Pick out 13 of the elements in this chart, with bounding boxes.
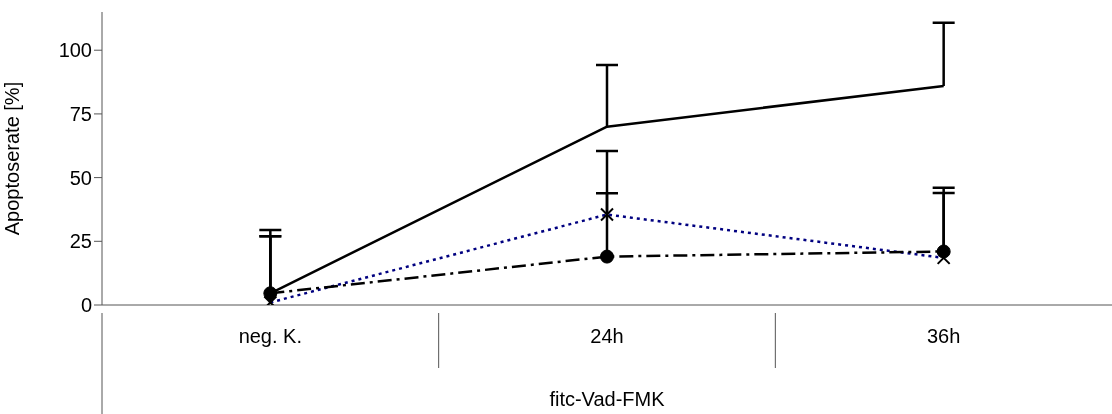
y-tick-label: 25 (69, 230, 92, 253)
y-tick-label: 50 (69, 166, 92, 189)
x-tick-label: neg. K. (238, 325, 303, 347)
point (600, 249, 614, 264)
x-tick-label: 36h (926, 325, 961, 347)
y-tick-label: 0 (80, 294, 92, 317)
x-axis-title: fitc-Vad-FMK (549, 388, 666, 410)
point (936, 244, 951, 259)
y-axis-title: Apoptoserate [%] (1, 81, 24, 236)
x-tick-label: 24h (590, 325, 624, 347)
y-tick-label: 100 (58, 39, 92, 62)
point (263, 286, 278, 301)
y-tick-label: 75 (69, 103, 92, 126)
